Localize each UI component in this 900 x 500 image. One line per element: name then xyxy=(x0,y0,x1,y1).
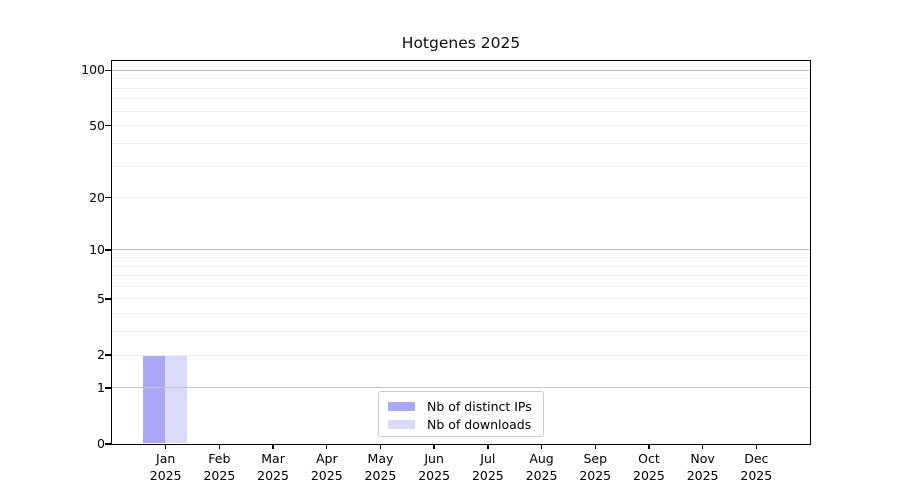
y-tick-mark xyxy=(105,298,111,300)
x-tick-year: 2025 xyxy=(633,468,665,483)
y-tick-mark xyxy=(105,69,111,72)
gridline-minor xyxy=(111,87,810,89)
x-tick-year: 2025 xyxy=(471,468,504,483)
x-tick-month: Jan xyxy=(156,451,176,466)
gridline-minor xyxy=(111,110,810,112)
x-tick-month: Sep xyxy=(583,451,607,466)
y-tick-mark xyxy=(105,387,111,389)
x-tick-label: Jan 2025 xyxy=(131,450,201,484)
gridline-major xyxy=(111,69,810,71)
x-tick-month: Oct xyxy=(638,451,660,466)
legend-entry: Nb of distinct IPs xyxy=(388,397,534,415)
gridline-minor xyxy=(111,275,810,277)
y-tick-label: 50 xyxy=(89,117,105,133)
x-tick-mark xyxy=(433,444,435,449)
gridline-minor xyxy=(111,298,810,300)
x-tick-year: 2025 xyxy=(310,468,343,483)
y-tick-mark xyxy=(105,196,111,199)
gridline-minor xyxy=(111,142,810,144)
y-tick-mark xyxy=(105,125,111,127)
x-tick-label: Sep 2025 xyxy=(560,450,630,484)
x-tick-label: Dec 2025 xyxy=(721,450,791,484)
x-tick-month: Mar xyxy=(261,451,285,466)
x-tick-month: Jul xyxy=(480,451,496,466)
bar xyxy=(143,354,166,444)
x-tick-label: Feb 2025 xyxy=(184,450,254,484)
x-tick-year: 2025 xyxy=(740,468,773,483)
x-tick-label: Aug 2025 xyxy=(507,450,577,484)
gridline-minor xyxy=(111,285,810,287)
x-tick-year: 2025 xyxy=(525,468,558,483)
x-tick-month: Dec xyxy=(744,451,769,466)
x-tick-mark xyxy=(487,444,489,449)
gridline-minor xyxy=(111,78,810,80)
x-tick-mark xyxy=(701,444,704,449)
x-tick-year: 2025 xyxy=(203,468,236,483)
x-tick-mark xyxy=(218,444,221,449)
y-tick-label: 5 xyxy=(97,290,105,306)
x-tick-mark xyxy=(272,444,274,449)
legend-swatch xyxy=(388,401,415,411)
gridline-minor xyxy=(111,265,810,267)
gridline-minor xyxy=(111,354,810,356)
x-tick-month: Feb xyxy=(208,451,231,466)
y-tick-label: 1 xyxy=(97,379,105,395)
x-tick-year: 2025 xyxy=(257,468,289,483)
x-tick-mark xyxy=(540,444,543,449)
y-tick-label: 100 xyxy=(81,62,105,78)
x-tick-mark xyxy=(648,444,650,449)
y-tick-mark xyxy=(105,443,111,445)
gridline-minor xyxy=(111,331,810,333)
y-tick-label: 0 xyxy=(97,436,105,451)
x-tick-month: Aug xyxy=(529,451,554,466)
legend-label: Nb of distinct IPs xyxy=(427,398,532,414)
x-tick-mark xyxy=(755,444,757,449)
x-tick-month: Apr xyxy=(315,451,338,466)
x-tick-year: 2025 xyxy=(418,468,451,483)
y-tick-label: 20 xyxy=(89,189,105,205)
y-tick-mark xyxy=(105,249,111,251)
gridline-minor xyxy=(111,313,810,315)
x-tick-mark xyxy=(164,444,167,449)
gridline-minor xyxy=(111,165,810,167)
gridline-minor xyxy=(111,125,810,127)
y-tick-mark xyxy=(105,354,111,356)
gridline-major xyxy=(111,249,810,251)
legend-swatch xyxy=(388,419,415,429)
y-tick-label: 2 xyxy=(97,347,105,363)
gridline-minor xyxy=(111,197,810,199)
x-tick-label: Jul 2025 xyxy=(453,450,523,484)
legend-label: Nb of downloads xyxy=(427,416,532,432)
x-tick-year: 2025 xyxy=(579,468,612,483)
x-tick-year: 2025 xyxy=(364,468,397,483)
legend-entry: Nb of downloads xyxy=(388,415,534,433)
gridline-minor xyxy=(111,257,810,259)
x-tick-month: May xyxy=(367,451,394,466)
y-tick-label: 10 xyxy=(89,241,105,257)
legend: Nb of distinct IPs Nb of downloads xyxy=(378,391,544,437)
x-tick-label: Oct 2025 xyxy=(614,450,684,484)
x-tick-label: Jun 2025 xyxy=(399,450,469,484)
bar xyxy=(165,354,188,444)
gridline-minor xyxy=(111,98,810,100)
x-tick-mark xyxy=(594,444,596,449)
x-tick-label: Apr 2025 xyxy=(292,450,362,484)
x-tick-month: Jun xyxy=(424,451,444,466)
x-tick-label: Nov 2025 xyxy=(668,450,738,484)
chart-title: Hotgenes 2025 xyxy=(401,34,521,52)
gridline-major xyxy=(111,387,810,389)
x-tick-month: Nov xyxy=(690,451,715,466)
x-tick-year: 2025 xyxy=(686,468,719,483)
x-tick-mark xyxy=(379,444,382,449)
x-tick-mark xyxy=(326,444,328,449)
x-tick-label: May 2025 xyxy=(345,450,415,484)
x-tick-year: 2025 xyxy=(149,468,182,483)
x-tick-label: Mar 2025 xyxy=(238,450,308,484)
plot-area xyxy=(110,59,811,445)
